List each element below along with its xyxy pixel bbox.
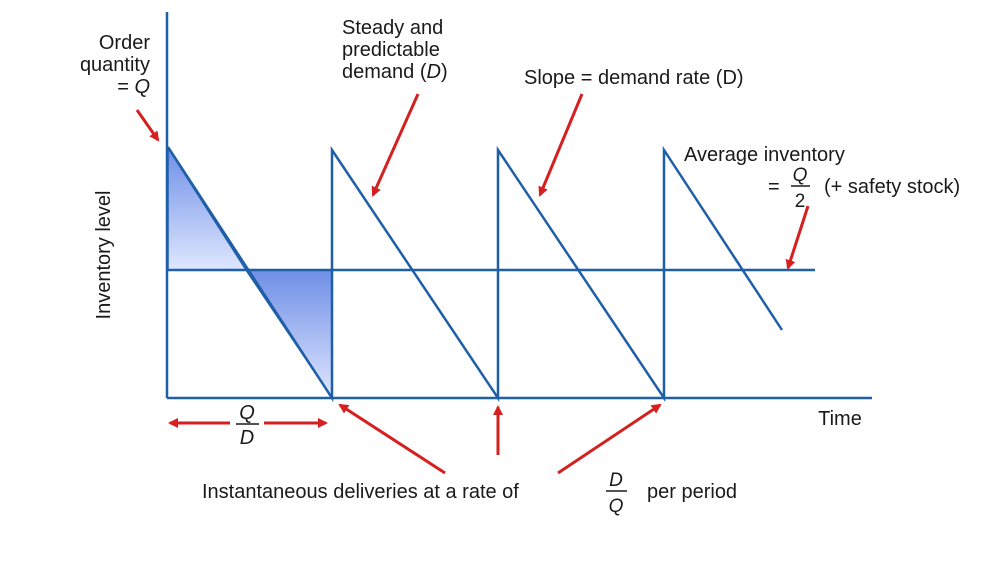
- deliveries-label-suffix: per period: [647, 481, 737, 503]
- average-inventory-numerator: Q: [793, 165, 808, 186]
- order-quantity-label-line2: quantity: [80, 54, 150, 76]
- steady-demand-label-line3: demand (D): [342, 61, 448, 83]
- average-inventory-denominator: 2: [795, 191, 806, 212]
- steady-demand-arrow: [371, 93, 420, 197]
- order-quantity-var: Q: [134, 76, 150, 98]
- steady-demand-label-line2: predictable: [342, 39, 440, 61]
- x-axis-label: Time: [818, 408, 862, 430]
- average-inventory-suffix: (+ safety stock): [824, 176, 960, 198]
- order-quantity-eq: =: [117, 76, 134, 98]
- order-quantity-label-line3: = Q: [117, 76, 150, 98]
- steady-demand-var: D: [427, 61, 441, 83]
- order-quantity-label-line1: Order: [99, 32, 150, 54]
- slope-label: Slope = demand rate (D): [524, 67, 744, 89]
- average-inventory-arrow: [785, 205, 810, 270]
- inventory-sawtooth-line: [166, 145, 784, 403]
- deliveries-numerator: D: [609, 470, 623, 491]
- deliveries-label-prefix: Instantaneous deliveries at a rate of: [202, 481, 519, 503]
- deliveries-denominator: Q: [609, 496, 624, 517]
- order-quantity-arrow: [135, 109, 160, 142]
- y-axis-label: Inventory level: [93, 191, 115, 320]
- delivery-arrow-3: [557, 403, 662, 475]
- steady-demand-suffix: ): [441, 61, 448, 83]
- steady-demand-prefix: demand (: [342, 61, 427, 83]
- cycle-denominator: D: [240, 427, 254, 449]
- delivery-arrow-1: [338, 403, 446, 475]
- cycle-numerator: Q: [239, 402, 255, 424]
- average-inventory-label: Average inventory: [684, 144, 845, 166]
- steady-demand-label-line1: Steady and: [342, 17, 443, 39]
- slope-arrow: [538, 93, 584, 197]
- average-inventory-eq: =: [768, 176, 780, 198]
